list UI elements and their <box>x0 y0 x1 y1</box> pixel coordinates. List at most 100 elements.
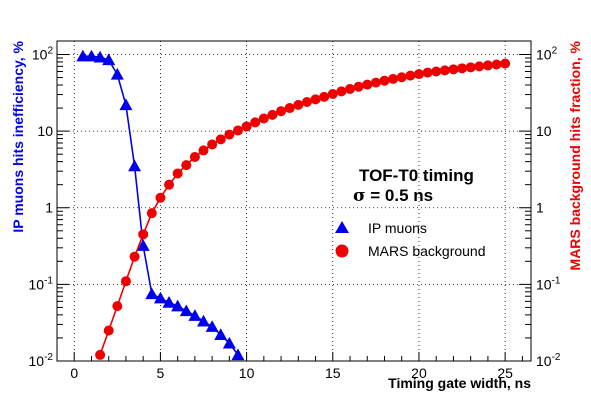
data-point-mars-background <box>250 117 261 128</box>
legend-marker-ip-muons <box>335 221 349 233</box>
data-point-mars-background <box>267 109 278 120</box>
data-point-mars-background <box>198 145 209 156</box>
x-tick-label: 5 <box>157 365 165 381</box>
y-left-tick-label: 10-1 <box>29 275 54 292</box>
data-point-mars-background <box>293 99 304 110</box>
data-point-mars-background <box>301 96 312 107</box>
data-point-mars-background <box>146 208 157 219</box>
x-tick-label: 15 <box>325 365 341 381</box>
data-point-mars-background <box>396 72 407 83</box>
data-point-ip-muons <box>119 98 133 111</box>
x-tick-label: 10 <box>239 365 255 381</box>
data-point-ip-muons <box>205 320 219 332</box>
x-tick-label: 25 <box>497 365 513 381</box>
y-right-tick-label: 10-2 <box>536 352 561 369</box>
data-point-mars-background <box>112 301 123 312</box>
data-point-ip-muons <box>222 336 236 349</box>
data-point-mars-background <box>129 251 140 262</box>
y-axis-right-title: MARS background hits fraction, % <box>567 40 583 270</box>
data-point-ip-muons <box>84 49 98 62</box>
data-point-ip-muons <box>188 309 202 321</box>
data-point-mars-background <box>327 89 338 100</box>
data-point-mars-background <box>155 192 166 203</box>
data-point-mars-background <box>362 79 373 90</box>
legend-label-mars-background: MARS background <box>368 243 486 259</box>
y-axes: 102 10 1 10-1 10-2 102 10 1 10-1 10-2 <box>29 45 561 369</box>
data-point-mars-background <box>413 69 424 80</box>
data-point-ip-muons <box>110 67 124 80</box>
annotation-title: TOF-T0 timing <box>359 166 474 185</box>
data-point-mars-background <box>241 121 252 132</box>
data-point-ip-muons <box>136 239 150 251</box>
data-point-mars-background <box>457 63 468 74</box>
data-point-mars-background <box>120 276 131 287</box>
y-right-tick-label: 102 <box>536 45 558 62</box>
data-point-ip-muons <box>93 50 107 63</box>
data-point-mars-background <box>319 91 330 102</box>
grid <box>57 41 531 362</box>
data-point-mars-background <box>448 64 459 75</box>
data-point-mars-background <box>465 62 476 73</box>
y-axis-left-title: IP muons hits inefficiency, % <box>10 40 26 232</box>
x-tick-label: 0 <box>70 365 78 381</box>
data-point-mars-background <box>232 125 243 136</box>
data-point-mars-background <box>189 151 200 162</box>
plot-frame <box>56 40 532 362</box>
data-point-mars-background <box>276 106 287 117</box>
data-point-mars-background <box>345 83 356 94</box>
data-point-ip-muons <box>171 299 185 312</box>
sigma-value: = 0.5 ns <box>366 186 434 205</box>
data-point-ip-muons <box>153 291 167 304</box>
data-point-mars-background <box>224 129 235 140</box>
data-point-mars-background <box>95 349 106 360</box>
y-right-tick-label: 10 <box>536 123 552 139</box>
x-tick-label: 20 <box>411 365 427 381</box>
data-point-mars-background <box>474 61 485 72</box>
data-point-mars-background <box>482 60 493 71</box>
data-point-mars-background <box>138 229 149 240</box>
legend-marker-mars-background <box>335 244 349 258</box>
data-point-mars-background <box>215 134 226 145</box>
y-right-tick-label: 10-1 <box>536 275 561 292</box>
data-point-ip-muons <box>102 53 116 66</box>
y-left-tick-label: 10-2 <box>29 352 54 369</box>
x-axis: 0 5 10 15 20 25 <box>70 352 523 381</box>
y-left-tick-label: 1 <box>45 200 53 216</box>
data-point-mars-background <box>431 66 442 77</box>
x-axis-title: Timing gate width, ns <box>388 375 531 391</box>
data-point-mars-background <box>405 70 416 81</box>
data-point-ip-muons <box>128 159 142 172</box>
series-layer <box>76 49 511 361</box>
y-left-tick-label: 102 <box>32 45 54 62</box>
data-point-mars-background <box>284 103 295 114</box>
y-right-tick-label: 1 <box>536 200 544 216</box>
data-point-mars-background <box>500 58 511 69</box>
data-point-mars-background <box>164 179 175 190</box>
data-point-mars-background <box>388 73 399 84</box>
data-point-ip-muons <box>162 296 176 308</box>
data-point-mars-background <box>258 113 269 124</box>
data-point-mars-background <box>439 65 450 76</box>
data-point-mars-background <box>310 94 321 105</box>
sigma-symbol: σ <box>353 186 366 206</box>
data-point-mars-background <box>172 168 183 179</box>
data-point-mars-background <box>370 77 381 88</box>
data-point-ip-muons <box>214 328 228 340</box>
legend: IP muons MARS background <box>335 220 486 259</box>
annotation-sigma: σ = 0.5 ns <box>353 186 433 206</box>
data-point-ip-muons <box>231 348 245 361</box>
data-point-ip-muons <box>76 49 90 62</box>
data-point-mars-background <box>103 325 114 336</box>
data-point-ip-muons <box>179 304 193 317</box>
data-point-mars-background <box>491 59 502 70</box>
data-point-mars-background <box>336 86 347 97</box>
data-point-ip-muons <box>145 287 159 300</box>
data-point-mars-background <box>181 160 192 171</box>
y-left-tick-label: 10 <box>37 123 53 139</box>
data-point-ip-muons <box>197 314 211 327</box>
data-point-mars-background <box>379 75 390 86</box>
data-point-mars-background <box>422 67 433 78</box>
data-point-mars-background <box>353 81 364 92</box>
legend-label-ip-muons: IP muons <box>368 220 427 236</box>
